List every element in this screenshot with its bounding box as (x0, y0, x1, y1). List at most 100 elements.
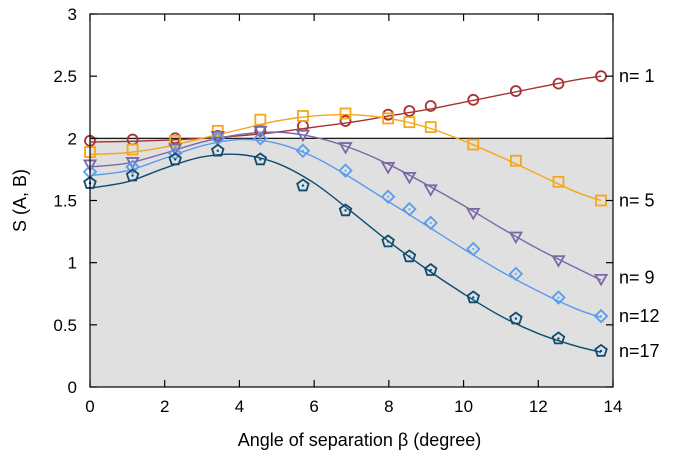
data-point-n17-dot (557, 337, 560, 340)
data-point-n9 (423, 184, 438, 197)
data-point-n5 (509, 154, 522, 167)
data-point-n12-dot (408, 208, 411, 211)
y-tick-label: 2 (68, 129, 77, 148)
data-point-n12-dot (472, 247, 475, 250)
data-point-n12-dot (429, 221, 432, 224)
data-point-n12-dot (387, 195, 390, 198)
data-point-n12 (593, 308, 609, 324)
data-point-n17-dot (131, 174, 134, 177)
data-point-n17 (466, 290, 481, 304)
data-point-n12 (466, 241, 481, 257)
x-tick-label: 4 (235, 397, 244, 416)
y-tick-label: 1 (68, 254, 77, 273)
data-point-n1 (403, 105, 416, 117)
data-point-n5 (552, 175, 565, 188)
data-point-n17-dot (599, 349, 603, 353)
series-label-n9: n= 9 (619, 268, 655, 288)
data-point-n9 (466, 208, 481, 221)
data-point-n12 (295, 143, 311, 159)
data-point-n17-dot (344, 209, 347, 212)
data-point-n17-dot (259, 158, 262, 161)
data-point-n5 (254, 113, 267, 126)
data-point-n12 (551, 290, 566, 305)
data-point-n12 (402, 201, 417, 217)
data-point-n1 (552, 77, 565, 90)
data-point-n5 (467, 138, 480, 151)
data-point-n17 (551, 331, 566, 345)
data-point-n17-dot (301, 184, 305, 187)
x-tick-label: 8 (384, 397, 393, 416)
data-point-n9 (253, 125, 268, 139)
series-label-n5: n= 5 (619, 191, 655, 211)
data-point-n12 (210, 131, 226, 146)
data-point-n5 (126, 143, 139, 156)
data-point-n17-dot (408, 255, 411, 258)
data-point-n17 (253, 152, 268, 166)
data-point-n12-dot (301, 149, 304, 152)
data-point-n9 (508, 231, 524, 245)
data-point-n12 (253, 131, 268, 146)
data-point-n1 (509, 85, 522, 97)
data-point-n5 (211, 124, 224, 137)
data-point-n9 (402, 171, 417, 185)
axis-ticks: 0 2 4 6 8 10 12 14 0 0.5 1 1.5 2 2.5 3 (53, 5, 622, 416)
data-point-n17-dot (472, 296, 475, 299)
y-tick-label: 2.5 (53, 67, 77, 86)
data-point-n1 (339, 115, 352, 127)
data-point-n17 (338, 203, 353, 217)
data-point-n17-dot (514, 317, 518, 320)
x-axis-label: Angle of separation β (degree) (238, 430, 482, 450)
y-tick-label: 0.5 (53, 316, 77, 335)
data-point-n5 (382, 112, 395, 125)
data-point-n12-dot (216, 137, 219, 140)
data-point-n9 (338, 142, 353, 155)
y-axis-label: S (A, B) (10, 169, 30, 232)
x-tick-label: 0 (85, 397, 94, 416)
data-point-n5 (424, 121, 437, 134)
data-point-n17 (402, 249, 417, 263)
data-point-n12-dot (131, 165, 134, 168)
data-point-n5 (403, 116, 416, 129)
data-point-n17 (211, 143, 225, 157)
fit-curve-n9 (89, 131, 602, 281)
data-point-n17-dot (173, 158, 177, 161)
data-point-n17 (168, 152, 182, 166)
y-tick-label: 1.5 (53, 192, 77, 211)
x-tick-label: 6 (309, 397, 318, 416)
shaded-region (90, 138, 613, 387)
x-tick-label: 10 (454, 397, 473, 416)
series-label-n12: n=12 (619, 306, 660, 326)
x-tick-label: 2 (160, 397, 169, 416)
series-labels: n= 1 n= 5 n= 9 n=12 n=17 (619, 66, 660, 361)
data-point-n9 (380, 162, 396, 175)
data-point-n12-dot (600, 315, 603, 318)
data-point-n5 (169, 134, 182, 147)
data-point-n17 (423, 263, 438, 276)
data-point-n12 (508, 266, 524, 282)
data-point-n17 (296, 178, 310, 192)
series-label-n1: n= 1 (619, 66, 655, 86)
data-point-n5 (297, 110, 309, 122)
data-point-n1 (297, 120, 309, 132)
data-point-n12 (82, 164, 98, 180)
data-point-n12 (338, 163, 353, 178)
data-point-n1 (467, 93, 480, 106)
data-point-n9 (295, 129, 311, 143)
series-label-n17: n=17 (619, 341, 660, 361)
data-point-n12 (380, 189, 396, 205)
data-point-n17 (125, 168, 140, 182)
x-tick-label: 14 (604, 397, 623, 416)
data-point-n9 (551, 255, 566, 268)
y-tick-label: 0 (68, 378, 77, 397)
data-point-n12-dot (344, 169, 347, 172)
y-tick-label: 3 (68, 5, 77, 24)
data-point-n17-dot (386, 240, 390, 243)
x-tick-label: 12 (529, 397, 548, 416)
series-n5-markers (84, 107, 607, 207)
data-point-n12-dot (259, 137, 262, 140)
data-point-n1 (424, 100, 437, 112)
data-point-n17 (509, 311, 523, 325)
data-point-n17-dot (429, 268, 432, 272)
